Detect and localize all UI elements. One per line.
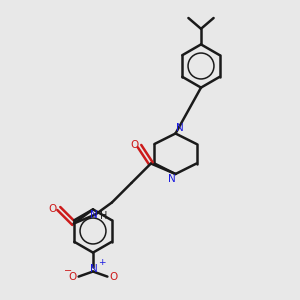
Text: +: + [98,258,105,267]
Text: O: O [68,272,77,282]
Text: H: H [100,211,107,221]
Text: −: − [64,266,72,276]
Text: N: N [176,123,183,133]
Text: N: N [168,174,176,184]
Text: N: N [90,209,98,220]
Text: O: O [49,203,57,214]
Text: O: O [109,272,118,282]
Text: O: O [130,140,138,150]
Text: N: N [90,264,98,274]
